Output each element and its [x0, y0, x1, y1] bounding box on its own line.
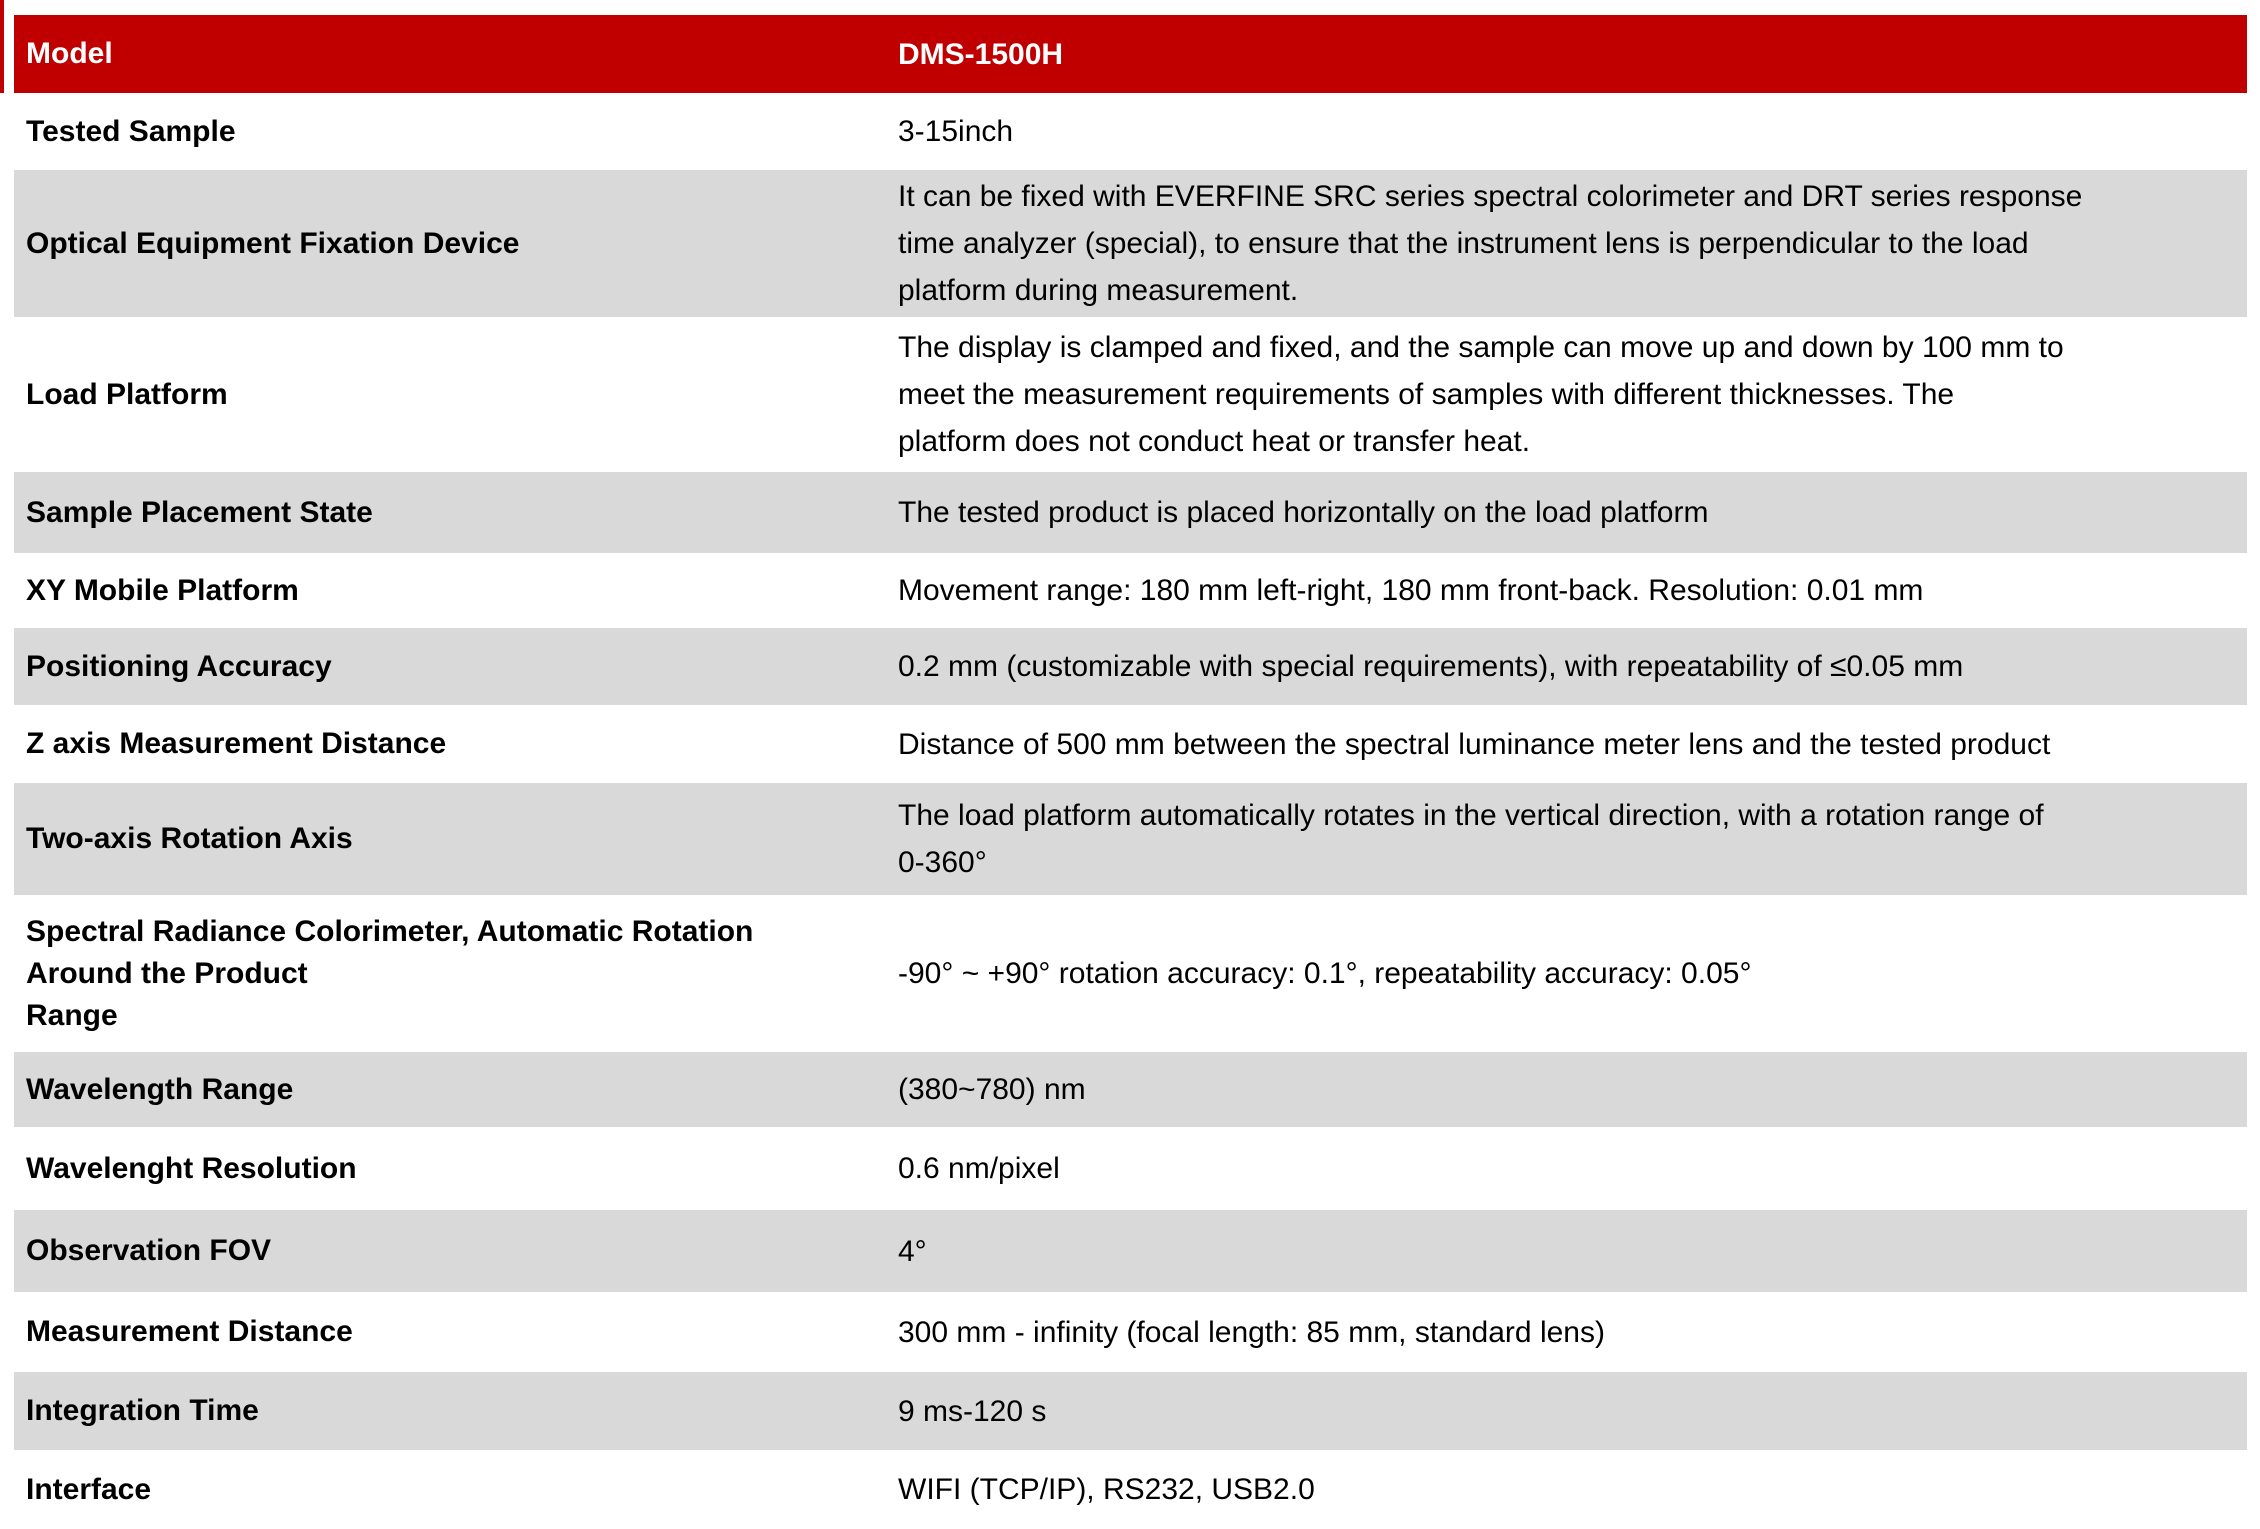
row-value: 3-15inch: [898, 115, 1014, 148]
row-optical-equipment-fixation-device: Optical Equipment Fixation Device It can…: [14, 170, 2247, 317]
row-label: Optical Equipment Fixation Device: [26, 226, 520, 260]
row-two-axis-rotation-axis: Two-axis Rotation Axis The load platform…: [14, 783, 2247, 895]
table-header-row: Model DMS-1500H: [14, 15, 2247, 93]
row-interface: Interface WIFI (TCP/IP), RS232, USB2.0: [14, 1450, 2247, 1529]
row-label: Sample Placement State: [26, 495, 373, 529]
row-value: The load platform automatically rotates …: [898, 799, 2044, 879]
row-label: Wavelenght Resolution: [26, 1151, 357, 1185]
row-value: The tested product is placed horizontall…: [898, 496, 1709, 529]
left-edge-red-artifact: [0, 0, 4, 93]
row-label: Wavelength Range: [26, 1072, 294, 1106]
row-positioning-accuracy: Positioning Accuracy 0.2 mm (customizabl…: [14, 628, 2247, 705]
row-xy-mobile-platform: XY Mobile Platform Movement range: 180 m…: [14, 553, 2247, 628]
row-measurement-distance: Measurement Distance 300 mm - infinity (…: [14, 1292, 2247, 1372]
spec-table: Model DMS-1500H Tested Sample 3-15inch O…: [14, 15, 2247, 1529]
row-observation-fov: Observation FOV 4°: [14, 1210, 2247, 1292]
row-value: The display is clamped and fixed, and th…: [898, 331, 2064, 458]
row-label: Positioning Accuracy: [26, 649, 332, 683]
header-value-cell: DMS-1500H: [898, 37, 1064, 71]
row-label: Two-axis Rotation Axis: [26, 822, 353, 855]
row-tested-sample: Tested Sample 3-15inch: [14, 93, 2247, 170]
row-label: Spectral Radiance Colorimeter, Automatic…: [26, 914, 754, 1032]
row-value: WIFI (TCP/IP), RS232, USB2.0: [898, 1473, 1315, 1506]
row-z-axis-measurement-distance: Z axis Measurement Distance Distance of …: [14, 705, 2247, 783]
row-label: XY Mobile Platform: [26, 573, 299, 607]
row-value: (380~780) nm: [898, 1073, 1086, 1106]
row-label: Load Platform: [26, 377, 228, 411]
row-wavelength-range: Wavelength Range (380~780) nm: [14, 1052, 2247, 1127]
row-value: Distance of 500 mm between the spectral …: [898, 727, 2051, 761]
row-label: Measurement Distance: [26, 1315, 353, 1348]
row-value: 0.6 nm/pixel: [898, 1152, 1060, 1185]
row-value: -90° ~ +90° rotation accuracy: 0.1°, rep…: [898, 957, 1752, 990]
row-load-platform: Load Platform The display is clamped and…: [14, 317, 2247, 472]
row-label: Interface: [26, 1472, 152, 1506]
row-label: Z axis Measurement Distance: [26, 727, 447, 760]
row-spectral-radiance-colorimeter-rotation-range: Spectral Radiance Colorimeter, Automatic…: [14, 895, 2247, 1052]
row-value: Movement range: 180 mm left-right, 180 m…: [898, 574, 1924, 607]
row-value: 9 ms-120 s: [898, 1394, 1047, 1428]
row-value: It can be fixed with EVERFINE SRC series…: [898, 180, 2083, 307]
row-label: Observation FOV: [26, 1234, 272, 1267]
row-value: 4°: [898, 1234, 927, 1268]
header-label-cell: Model: [26, 37, 113, 70]
row-label: Tested Sample: [26, 114, 236, 148]
row-wavelenght-resolution: Wavelenght Resolution 0.6 nm/pixel: [14, 1127, 2247, 1210]
row-integration-time: Integration Time 9 ms-120 s: [14, 1372, 2247, 1450]
row-label: Integration Time: [26, 1394, 259, 1427]
row-sample-placement-state: Sample Placement State The tested produc…: [14, 472, 2247, 553]
row-value: 0.2 mm (customizable with special requir…: [898, 650, 1964, 683]
row-value: 300 mm - infinity (focal length: 85 mm, …: [898, 1315, 1605, 1349]
